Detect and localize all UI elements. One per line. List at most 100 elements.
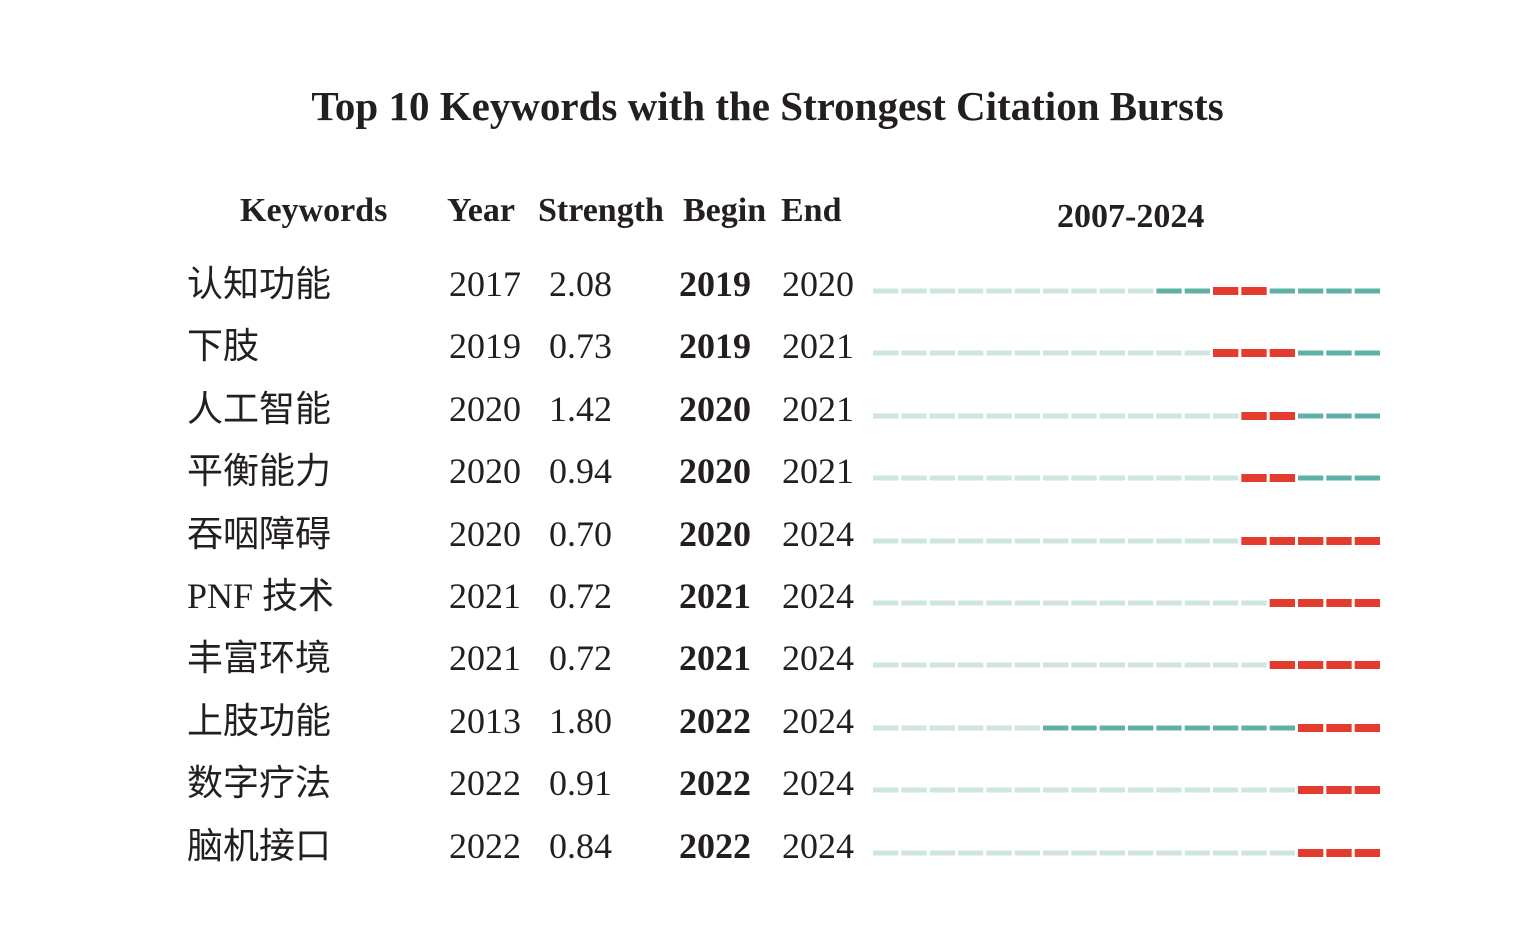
inactive-segment: [1014, 662, 1040, 668]
inactive-segment: [1184, 787, 1210, 793]
burst-timeline: [873, 349, 1380, 358]
burst-segment: [1269, 411, 1295, 420]
burst-segment: [1326, 661, 1352, 670]
inactive-segment: [1043, 413, 1069, 419]
burst-segment: [1326, 723, 1352, 732]
inactive-segment: [901, 787, 927, 793]
inactive-segment: [1043, 350, 1069, 356]
active-segment: [1241, 725, 1267, 731]
inactive-segment: [1213, 475, 1239, 481]
burst-segment: [1241, 349, 1267, 358]
inactive-segment: [958, 538, 984, 544]
inactive-segment: [929, 725, 955, 731]
inactive-segment: [929, 850, 955, 856]
inactive-segment: [901, 600, 927, 606]
burst-segment: [1241, 536, 1267, 545]
header-end: End: [781, 192, 842, 229]
strength-cell: 0.73: [549, 326, 612, 367]
active-segment: [1269, 725, 1295, 731]
inactive-segment: [929, 475, 955, 481]
active-segment: [1184, 288, 1210, 294]
inactive-segment: [1184, 413, 1210, 419]
burst-segment: [1326, 536, 1352, 545]
active-segment: [1071, 725, 1097, 731]
inactive-segment: [1099, 413, 1125, 419]
keyword-cell: 人工智能: [187, 388, 332, 429]
inactive-segment: [1241, 600, 1267, 606]
year-cell: 2017: [449, 264, 521, 304]
burst-segment: [1326, 848, 1352, 857]
inactive-segment: [1071, 662, 1097, 668]
burst-segment: [1354, 848, 1380, 857]
chart-title: Top 10 Keywords with the Strongest Citat…: [311, 83, 1224, 129]
inactive-segment: [901, 475, 927, 481]
inactive-segment: [1099, 662, 1125, 668]
inactive-segment: [1043, 288, 1069, 294]
inactive-segment: [901, 288, 927, 294]
year-cell: 2020: [449, 388, 521, 429]
burst-segment: [1269, 349, 1295, 358]
begin-cell: 2022: [679, 763, 751, 804]
active-segment: [1043, 725, 1069, 731]
inactive-segment: [1043, 850, 1069, 856]
inactive-segment: [1071, 787, 1097, 793]
burst-segment: [1354, 723, 1380, 732]
end-cell: 2020: [782, 264, 854, 304]
inactive-segment: [1071, 350, 1097, 356]
header-strength: Strength: [538, 192, 664, 229]
begin-cell: 2022: [679, 825, 751, 866]
active-segment: [1156, 725, 1182, 731]
inactive-segment: [1043, 662, 1069, 668]
inactive-segment: [929, 787, 955, 793]
inactive-segment: [1014, 350, 1040, 356]
inactive-segment: [1269, 787, 1295, 793]
burst-timeline: [873, 411, 1380, 420]
inactive-segment: [873, 413, 899, 419]
inactive-segment: [1014, 475, 1040, 481]
inactive-segment: [1071, 850, 1097, 856]
inactive-segment: [1269, 850, 1295, 856]
inactive-segment: [929, 413, 955, 419]
inactive-segment: [1014, 538, 1040, 544]
active-segment: [1354, 413, 1380, 419]
inactive-segment: [1099, 850, 1125, 856]
table-row: 脑机接口 2022 0.84 2022 2024: [0, 824, 1535, 886]
inactive-segment: [1128, 662, 1154, 668]
header-range: 2007-2024: [1057, 198, 1205, 235]
burst-segment: [1354, 536, 1380, 545]
header-keywords: Keywords: [240, 192, 388, 229]
inactive-segment: [1043, 538, 1069, 544]
inactive-segment: [1043, 475, 1069, 481]
inactive-segment: [901, 662, 927, 668]
active-segment: [1326, 413, 1352, 419]
burst-timeline: [873, 786, 1380, 795]
burst-timeline: [873, 661, 1380, 670]
active-segment: [1298, 413, 1324, 419]
inactive-segment: [986, 413, 1012, 419]
inactive-segment: [1099, 350, 1125, 356]
table-row: 上肢功能 2013 1.80 2022 2024: [0, 699, 1535, 761]
inactive-segment: [958, 288, 984, 294]
inactive-segment: [929, 662, 955, 668]
end-cell: 2024: [782, 700, 854, 741]
begin-cell: 2022: [679, 700, 751, 741]
inactive-segment: [1071, 288, 1097, 294]
burst-segment: [1354, 599, 1380, 607]
table-row: 人工智能 2020 1.42 2020 2021: [0, 387, 1535, 449]
inactive-segment: [986, 350, 1012, 356]
inactive-segment: [958, 850, 984, 856]
burst-timeline: [873, 536, 1380, 545]
inactive-segment: [1241, 662, 1267, 668]
inactive-segment: [1099, 475, 1125, 481]
active-segment: [1298, 288, 1324, 294]
burst-segment: [1213, 349, 1239, 358]
inactive-segment: [1014, 787, 1040, 793]
inactive-segment: [958, 725, 984, 731]
year-cell: 2020: [449, 513, 521, 554]
inactive-segment: [1213, 538, 1239, 544]
inactive-segment: [873, 725, 899, 731]
burst-segment: [1298, 661, 1324, 670]
inactive-segment: [1156, 413, 1182, 419]
inactive-segment: [1128, 538, 1154, 544]
strength-cell: 0.84: [549, 825, 612, 866]
